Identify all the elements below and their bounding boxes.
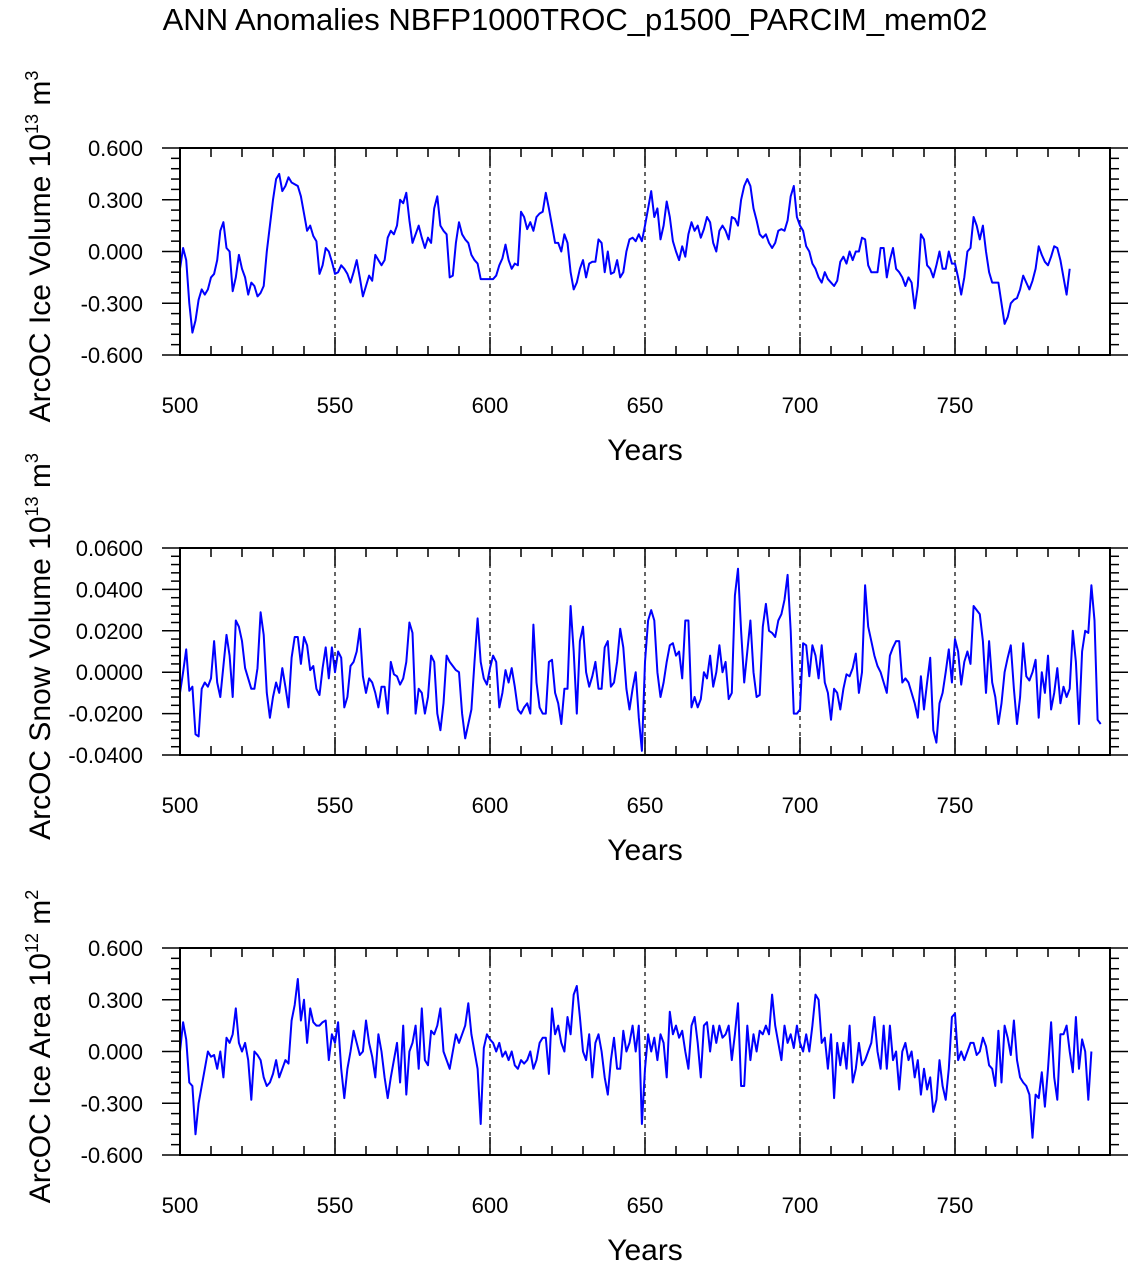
x-tick-label: 550: [317, 793, 354, 818]
y-tick-label: 0.300: [88, 188, 143, 213]
y-tick-label: -0.0200: [68, 702, 143, 727]
panel-1: -0.600 -0.300 0.000 0.300 0.600 500 550 600 650 7…: [22, 71, 1128, 467]
x-tick-label: 750: [937, 393, 974, 418]
y-tick-label: 0.600: [88, 136, 143, 161]
y-tick-label: 0.000: [88, 1040, 143, 1065]
y-tick-label: -0.300: [81, 1091, 143, 1116]
x-tick-label: 500: [162, 793, 199, 818]
panel-3: -0.600 -0.300 0.000 0.300 0.600 500 550 600 650 7…: [22, 890, 1128, 1266]
plot-frame: [179, 947, 1111, 1156]
x-axis-label: Years: [607, 834, 683, 867]
y-tick-label: -0.300: [81, 291, 143, 316]
y-axis-label: ArcOC Snow Volume 1013 m3: [22, 453, 57, 840]
x-axis-label: Years: [607, 434, 683, 467]
x-tick-label: 550: [317, 393, 354, 418]
x-tick-label: 750: [937, 793, 974, 818]
x-tick-label: 500: [162, 393, 199, 418]
x-tick-label: 700: [782, 393, 819, 418]
x-tick-label: 600: [472, 1193, 509, 1218]
x-tick-label: 750: [937, 1193, 974, 1218]
x-tick-label: 600: [472, 793, 509, 818]
x-tick-label: 500: [162, 1193, 199, 1218]
y-tick-label: -0.0400: [68, 743, 143, 768]
panel-2: -0.0400 -0.0200 0.0000 0.0200 0.0400 0.0600 50…: [22, 453, 1128, 867]
y-axis-label: ArcOC Ice Area 1012 m2: [22, 890, 57, 1203]
data-series-line: [179, 567, 1102, 752]
y-tick-label: 0.300: [88, 988, 143, 1013]
data-series-line: [179, 172, 1071, 334]
x-tick-label: 550: [317, 1193, 354, 1218]
x-axis-label: Years: [607, 1234, 683, 1266]
data-series-line: [179, 978, 1093, 1139]
y-tick-label: 0.000: [88, 240, 143, 265]
y-tick-label: -0.600: [81, 1143, 143, 1168]
x-tick-label: 650: [627, 1193, 664, 1218]
y-tick-label: 0.0400: [76, 577, 143, 602]
x-tick-label: 700: [782, 793, 819, 818]
chart-title: ANN Anomalies NBFP1000TROC_p1500_PARCIM_…: [162, 2, 988, 37]
y-tick-label: 0.600: [88, 936, 143, 961]
x-tick-label: 600: [472, 393, 509, 418]
x-tick-label: 650: [627, 793, 664, 818]
plot-frame: [179, 147, 1111, 356]
x-tick-label: 650: [627, 393, 664, 418]
x-tick-label: 700: [782, 1193, 819, 1218]
y-tick-label: -0.600: [81, 343, 143, 368]
y-tick-label: 0.0000: [76, 660, 143, 685]
y-tick-label: 0.0200: [76, 619, 143, 644]
y-axis-label: ArcOC Ice Volume 1013 m3: [22, 71, 57, 423]
y-tick-label: 0.0600: [76, 536, 143, 561]
